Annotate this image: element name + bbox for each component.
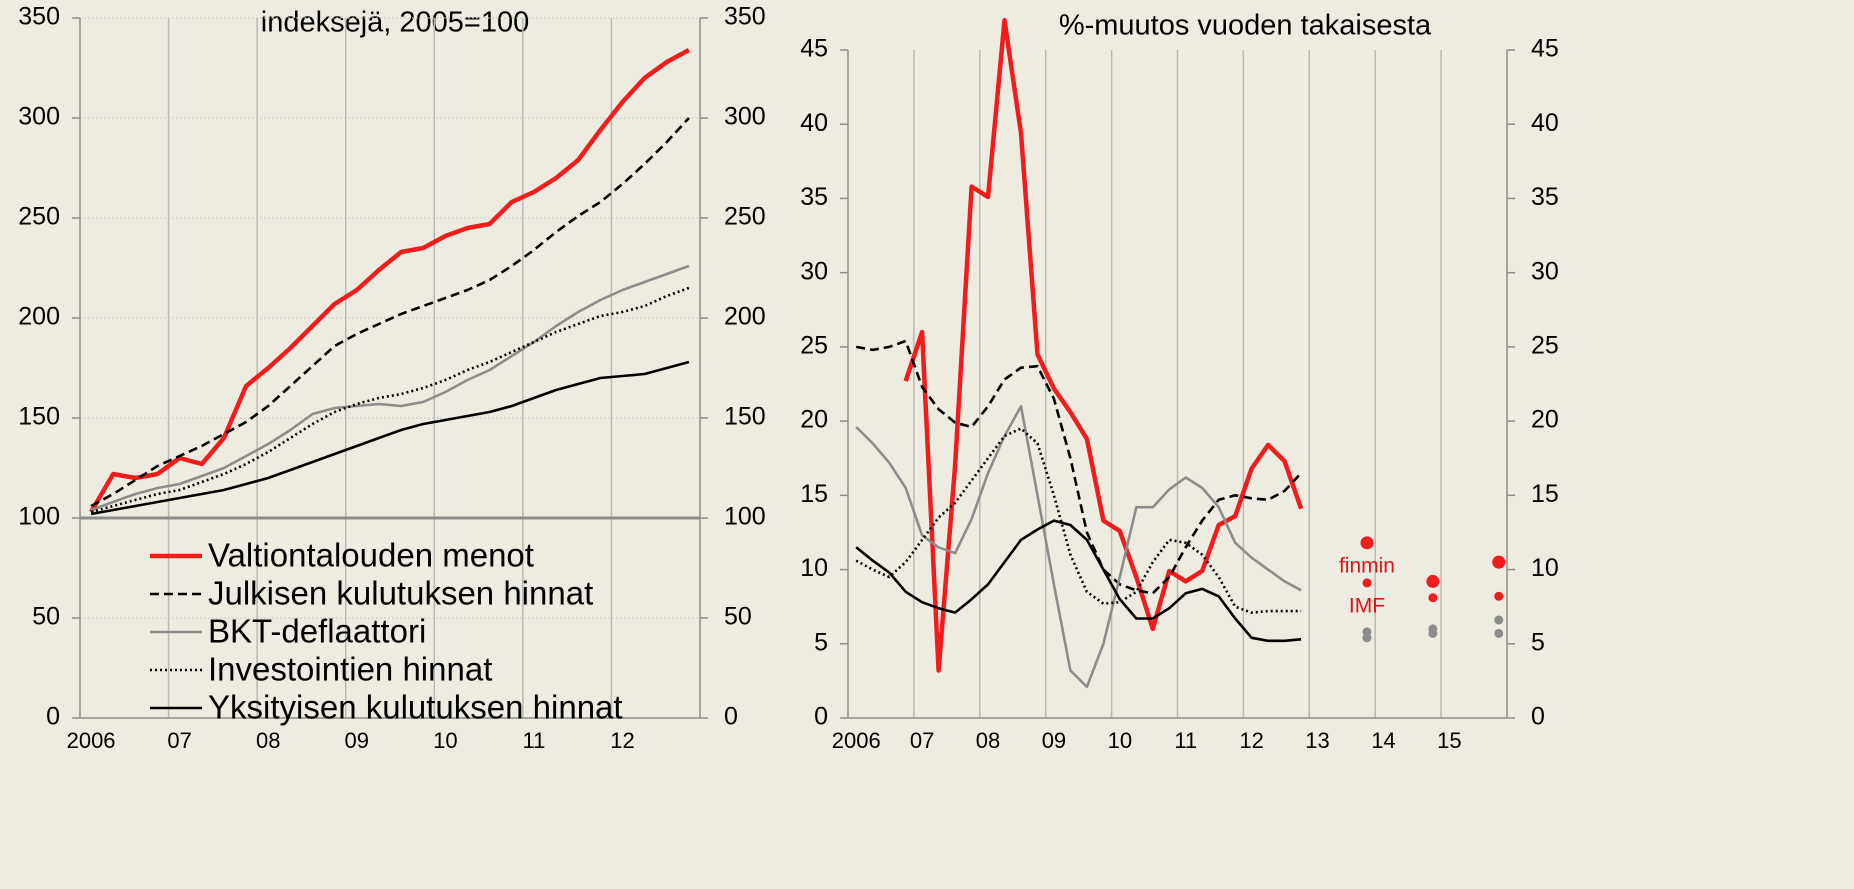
y2-tick-label: 25 <box>1531 331 1559 359</box>
y-tick-label: 45 <box>800 35 828 63</box>
x-tick-label: 08 <box>256 728 280 753</box>
y2-tick-label: 5 <box>1531 628 1545 656</box>
x-tick-label: 09 <box>1042 728 1066 753</box>
y-tick-label: 0 <box>46 703 60 731</box>
forecast-dot <box>1494 628 1504 638</box>
y-tick-label: 15 <box>800 480 828 508</box>
y-tick-label: 25 <box>800 331 828 359</box>
y-tick-label: 10 <box>800 554 828 582</box>
y-tick-label: 5 <box>814 628 828 656</box>
y2-tick-label: 300 <box>724 103 766 131</box>
y-tick-label: 350 <box>18 3 60 31</box>
x-tick-label: 15 <box>1437 728 1461 753</box>
x-tick-label: 10 <box>1108 728 1132 753</box>
forecast-dot <box>1428 628 1438 638</box>
forecast-dot <box>1428 593 1438 603</box>
x-tick-label: 07 <box>167 728 191 753</box>
x-tick-label: 07 <box>910 728 934 753</box>
forecast-dot <box>1494 615 1504 625</box>
y2-tick-label: 0 <box>724 703 738 731</box>
y-tick-label: 200 <box>18 303 60 331</box>
y-tick-label: 35 <box>800 183 828 211</box>
y2-tick-label: 100 <box>724 503 766 531</box>
x-tick-label: 08 <box>976 728 1000 753</box>
forecast-dot <box>1426 574 1440 588</box>
y2-tick-label: 45 <box>1531 35 1559 63</box>
y-tick-label: 300 <box>18 103 60 131</box>
x-tick-label: 09 <box>345 728 369 753</box>
series-line <box>90 360 690 516</box>
x-tick-label: 14 <box>1371 728 1395 753</box>
series-line <box>855 339 1303 595</box>
legend-label: Yksityisen kulutuksen hinnat <box>208 689 623 726</box>
annotation: IMF <box>1349 594 1385 617</box>
x-tick-label: 10 <box>433 728 457 753</box>
x-tick-label: 2006 <box>67 728 116 753</box>
x-tick-label: 2006 <box>832 728 881 753</box>
x-tick-label: 12 <box>1239 728 1263 753</box>
x-tick-label: 11 <box>1174 728 1197 753</box>
y2-tick-label: 40 <box>1531 109 1559 137</box>
forecast-dot <box>1362 578 1372 588</box>
y2-tick-label: 50 <box>724 603 752 631</box>
y-tick-label: 50 <box>32 603 60 631</box>
legend-label: Investointien hinnat <box>208 651 492 688</box>
series-line <box>903 18 1304 673</box>
series-line <box>855 519 1302 643</box>
forecast-dot <box>1494 591 1504 601</box>
series-line <box>855 427 1302 614</box>
y-tick-label: 100 <box>18 503 60 531</box>
chart-title: %-muutos vuoden takaisesta <box>1059 10 1432 42</box>
series-line <box>90 264 690 512</box>
series-line <box>90 117 690 508</box>
y2-tick-label: 350 <box>724 3 766 31</box>
x-tick-label: 13 <box>1305 728 1329 753</box>
y2-tick-label: 0 <box>1531 703 1545 731</box>
y-tick-label: 20 <box>800 406 828 434</box>
y2-tick-label: 150 <box>724 403 766 431</box>
legend-label: BKT-deflaattori <box>208 613 426 650</box>
forecast-dot <box>1492 555 1506 569</box>
y-tick-label: 30 <box>800 257 828 285</box>
x-tick-label: 11 <box>523 728 546 753</box>
y-tick-label: 40 <box>800 109 828 137</box>
forecast-dot <box>1362 633 1372 643</box>
y2-tick-label: 30 <box>1531 257 1559 285</box>
series-line <box>90 286 690 514</box>
x-tick-label: 12 <box>610 728 634 753</box>
y2-tick-label: 10 <box>1531 554 1559 582</box>
y-tick-label: 150 <box>18 403 60 431</box>
forecast-dot <box>1360 536 1374 550</box>
y2-tick-label: 20 <box>1531 406 1559 434</box>
legend-label: Julkisen kulutuksen hinnat <box>208 575 593 612</box>
y2-tick-label: 35 <box>1531 183 1559 211</box>
series-line <box>89 48 690 514</box>
series-line <box>855 405 1302 689</box>
chart-title: indeksejä, 2005=100 <box>261 7 529 39</box>
annotation: finmin <box>1339 554 1395 577</box>
y-tick-label: 0 <box>814 703 828 731</box>
y-tick-label: 250 <box>18 203 60 231</box>
y2-tick-label: 250 <box>724 203 766 231</box>
y2-tick-label: 15 <box>1531 480 1559 508</box>
y2-tick-label: 200 <box>724 303 766 331</box>
legend-label: Valtiontalouden menot <box>208 537 534 574</box>
